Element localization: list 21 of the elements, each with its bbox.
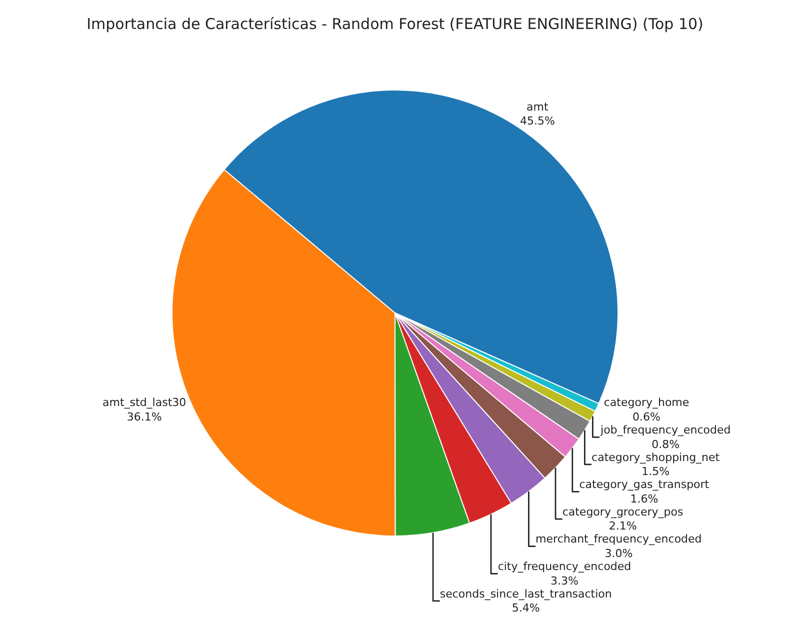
data-label: 0.8%: [652, 438, 680, 451]
data-label: 1.5%: [642, 465, 670, 478]
slice-label: city_frequency_encoded: [498, 560, 632, 573]
data-label: 3.0%: [604, 547, 633, 560]
slice-label: category_shopping_net: [592, 450, 720, 464]
chart-title: Importancia de Características - Random Forest (FEATURE ENGINEERING) (Top 10): [86, 15, 704, 34]
slice-label: category_gas_transport: [579, 478, 710, 492]
data-label: 0.6%: [632, 410, 660, 424]
slice-label: amt: [526, 100, 549, 114]
slice-label: category_home: [604, 396, 690, 410]
slice-label: category_grocery_pos: [562, 505, 684, 518]
data-label: 5.4%: [512, 602, 540, 615]
slice-label: seconds_since_last_transaction: [440, 587, 612, 600]
slice-label: merchant_frequency_encoded: [536, 532, 702, 546]
data-label: 1.6%: [630, 492, 658, 506]
slice-label: job_frequency_encoded: [600, 424, 731, 436]
data-label: 2.1%: [608, 520, 637, 533]
data-label: 45.5%: [520, 114, 555, 128]
slice-label: amt_std_last30: [102, 396, 186, 410]
data-label: 36.1%: [126, 410, 162, 424]
data-label: 3.3%: [550, 574, 578, 588]
